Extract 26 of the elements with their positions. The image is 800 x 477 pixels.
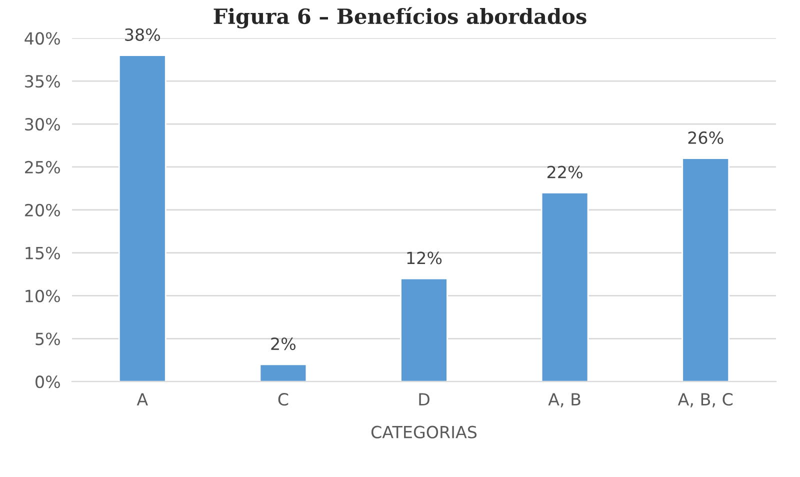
data-label: 2% <box>271 337 296 350</box>
x-tick-label: D <box>419 393 430 406</box>
x-tick-label: A <box>136 393 148 406</box>
x-tick-label: A, B, C <box>678 393 733 408</box>
data-label: 22% <box>548 166 582 178</box>
x-axis-title: CATEGORIAS <box>371 426 477 438</box>
bar <box>118 54 166 382</box>
y-tick-label: 20% <box>25 204 60 216</box>
data-label: 12% <box>407 252 442 264</box>
y-tick-label: 15% <box>26 246 60 260</box>
data-label: 38% <box>125 28 160 41</box>
y-tick-label: 0% <box>36 376 60 388</box>
data-label: 26% <box>688 131 724 144</box>
bar <box>682 158 730 382</box>
bar <box>400 278 448 382</box>
bar <box>259 364 308 382</box>
y-tick-label: 5% <box>36 332 60 346</box>
x-tick-label: C <box>278 393 288 406</box>
x-tick-label: A, B <box>548 393 580 408</box>
y-tick-label: 40% <box>24 32 60 45</box>
y-tick-label: 30% <box>25 118 60 131</box>
bar <box>540 192 589 382</box>
y-tick-label: 35% <box>25 75 60 88</box>
y-tick-label: 25% <box>25 160 60 174</box>
chart-title: Figura 6 – Benefícios abordados <box>214 7 586 28</box>
y-tick-label: 10% <box>26 290 60 302</box>
